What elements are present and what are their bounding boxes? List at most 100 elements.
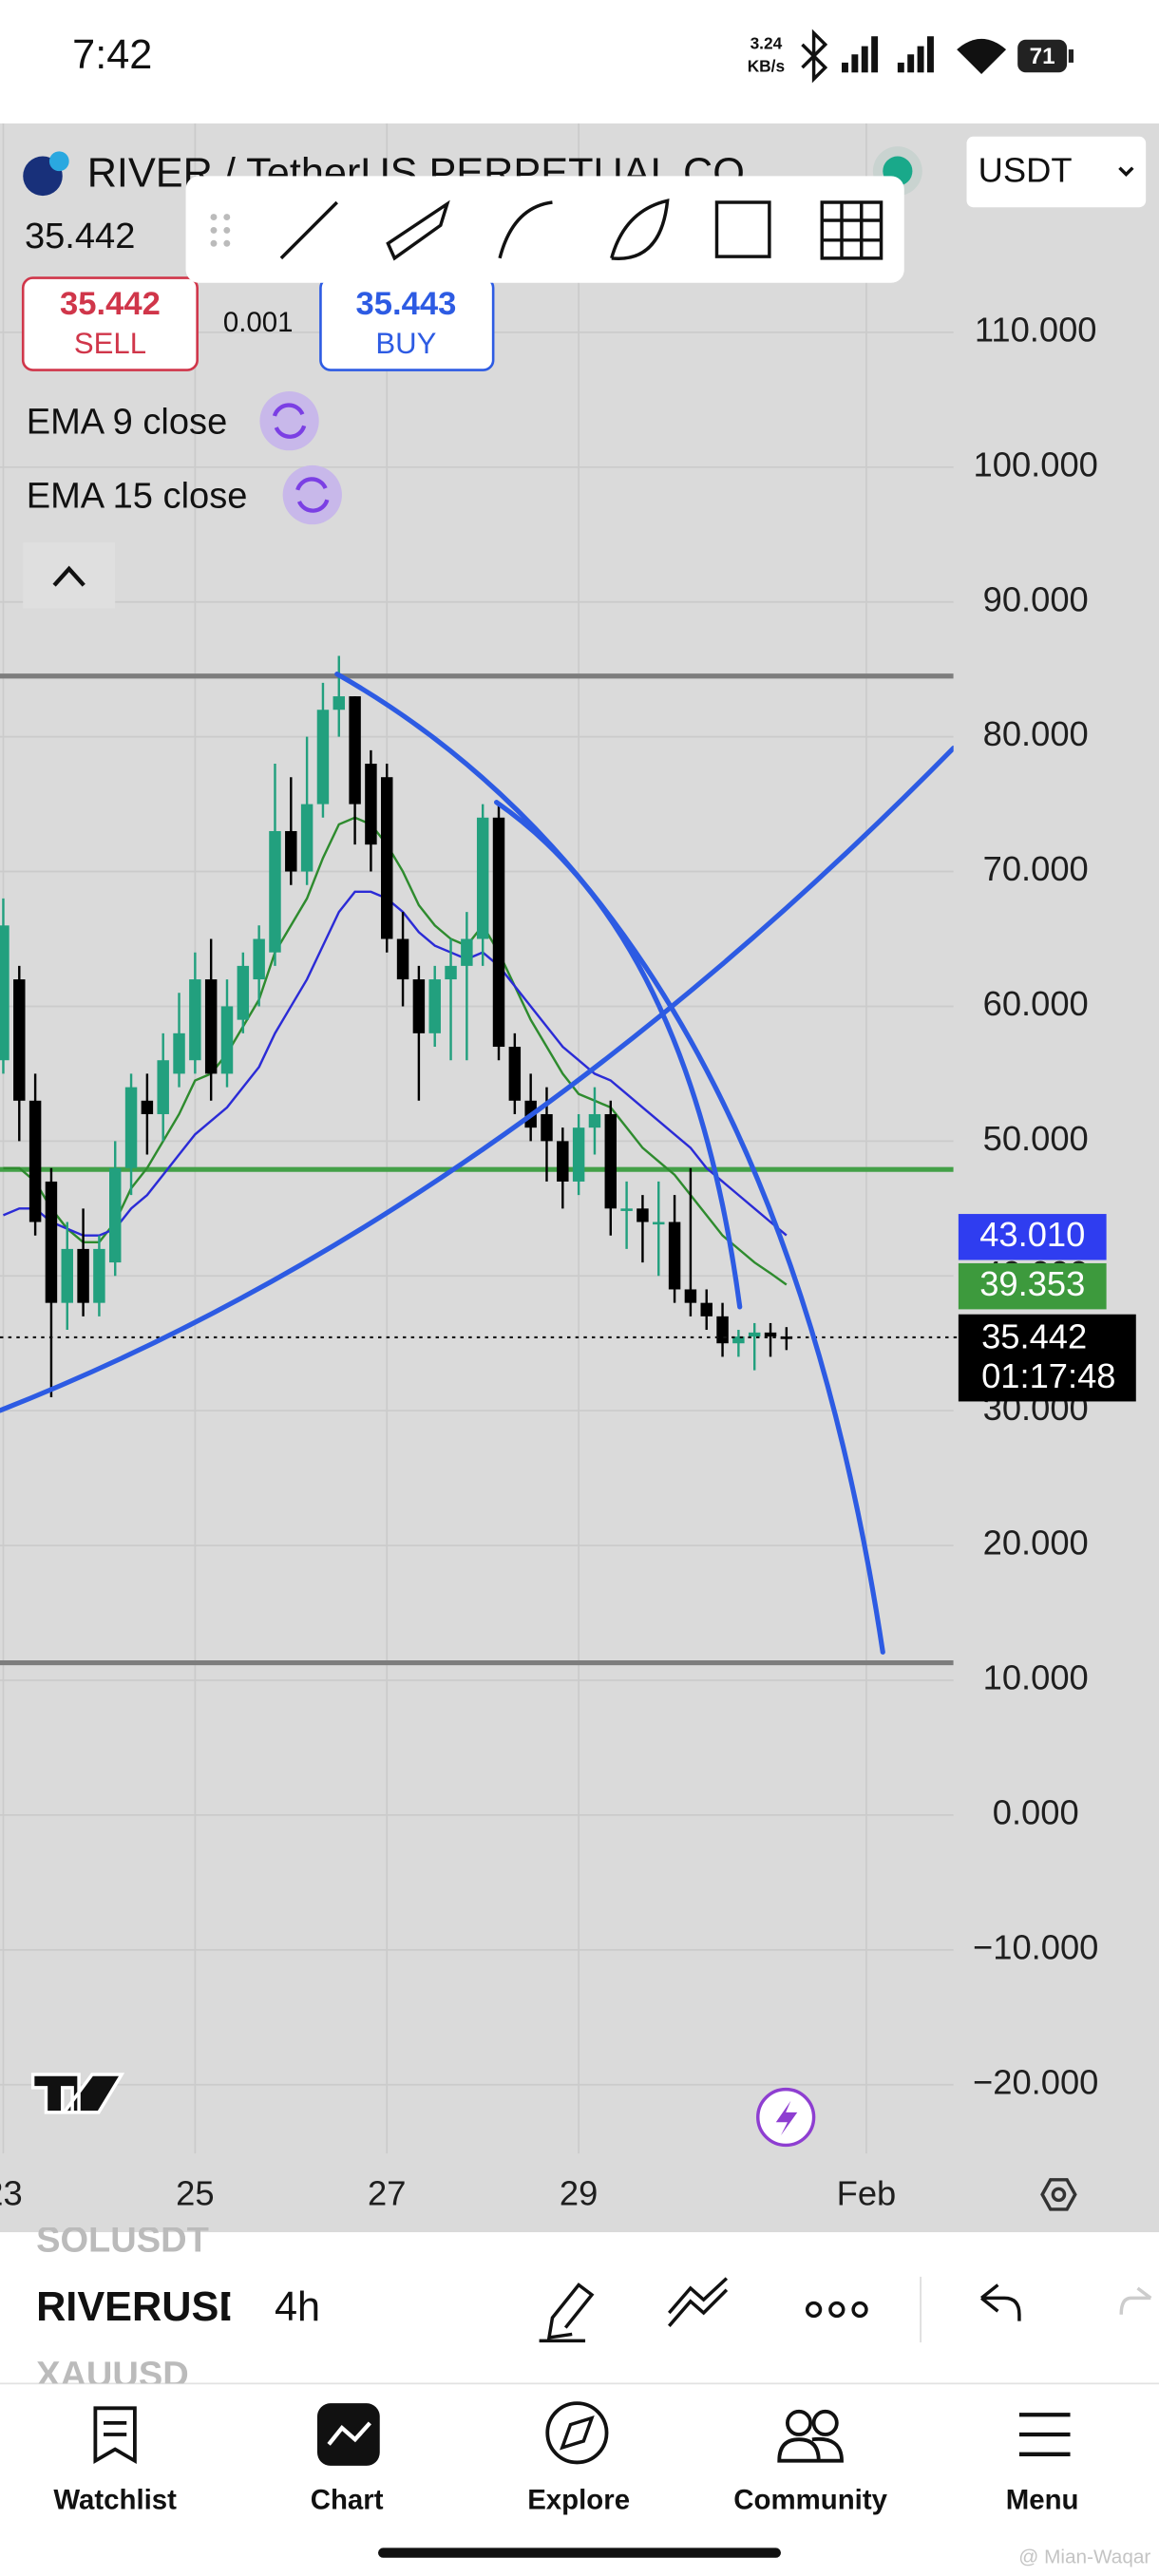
flash-icon [775, 2100, 798, 2136]
candle-body [253, 938, 265, 980]
candle-body [28, 1100, 42, 1222]
bluetooth-icon [801, 28, 828, 84]
y-tick-label: 70.000 [983, 849, 1089, 888]
signal-icon [842, 36, 879, 73]
sell-price: 35.442 [60, 286, 161, 322]
nav-label[interactable]: Explore [527, 2485, 630, 2516]
wifi-icon [957, 38, 1007, 75]
candle-body [764, 1332, 777, 1337]
indicators-button[interactable] [668, 2277, 729, 2327]
ema-line [3, 816, 788, 1286]
nav-label[interactable]: Menu [1006, 2485, 1079, 2516]
spread: 0.001 [223, 307, 294, 338]
nav-label[interactable]: Chart [311, 2485, 384, 2516]
net-unit: KB/s [748, 57, 785, 76]
candle-body [492, 817, 505, 1048]
curve-tool[interactable] [498, 200, 553, 259]
y-tick-label: −20.000 [973, 2062, 1098, 2101]
settings-hole [1051, 2187, 1067, 2203]
candle-body [300, 804, 314, 872]
currency: USDT [978, 150, 1073, 189]
y-tick-label: 20.000 [983, 1524, 1089, 1563]
chart-icon-line [327, 2421, 371, 2446]
indicator-toggle[interactable] [282, 464, 342, 525]
candle-body [316, 710, 330, 805]
collapse-button[interactable] [23, 542, 116, 609]
more-button[interactable] [805, 2301, 868, 2319]
drawn-arc[interactable] [494, 800, 743, 1310]
last-price-label: 35.442 [981, 1316, 1087, 1355]
candle-body [349, 696, 361, 805]
ema-line [2, 890, 788, 1237]
candle-body [604, 1113, 618, 1209]
ema-price-label: 43.010 [979, 1215, 1085, 1254]
y-tick-label: 100.000 [974, 445, 1098, 483]
candle-body [461, 938, 473, 966]
candle-body [13, 979, 26, 1101]
y-tick-label: 10.000 [983, 1658, 1089, 1697]
community-icon[interactable] [777, 2409, 844, 2463]
nav-label[interactable]: Community [733, 2485, 887, 2516]
watchlist-icon[interactable] [93, 2406, 137, 2465]
candle-body [636, 1208, 649, 1222]
y-tick-label: 110.000 [975, 310, 1097, 349]
chevron-up [52, 565, 86, 587]
menu-icon[interactable] [1018, 2413, 1071, 2456]
drawn-arc[interactable] [334, 672, 885, 1655]
indicator-label: EMA 15 close [27, 477, 248, 517]
explore-icon[interactable] [545, 2401, 609, 2465]
candle-body [237, 965, 250, 1020]
grid-tool[interactable] [820, 200, 884, 260]
candle-body [780, 1336, 793, 1339]
sell-button[interactable] [21, 276, 199, 371]
indicator-label: EMA 9 close [27, 403, 228, 443]
candle-body [476, 817, 489, 939]
draw-button[interactable] [539, 2282, 595, 2343]
symbol-item[interactable]: XAUUSD [36, 2356, 189, 2396]
ema-price-box [958, 1214, 1107, 1260]
interval[interactable]: 4h [275, 2284, 320, 2330]
currency-select[interactable] [966, 136, 1147, 208]
current-symbol[interactable]: RIVERUSDT [36, 2284, 274, 2330]
candle-body [220, 1006, 234, 1074]
tradingview-logo [30, 2073, 125, 2114]
ema-price-box [958, 1262, 1107, 1310]
arc-tool[interactable] [610, 199, 670, 260]
candle-body [61, 1248, 73, 1303]
dropdown-chevron [1118, 166, 1134, 178]
last-price: 35.442 [25, 217, 135, 256]
indicator-toggle[interactable] [259, 391, 319, 451]
undo-button[interactable] [980, 2283, 1021, 2321]
x-tick-label: 29 [560, 2174, 598, 2213]
last-price-box [958, 1314, 1136, 1402]
x-tick-label: 25 [176, 2174, 214, 2213]
battery-tip [1068, 49, 1074, 63]
signal-icon [897, 36, 934, 73]
x-tick-label: 23 [0, 2174, 23, 2213]
candle-body [189, 979, 201, 1061]
candle-body [396, 938, 409, 980]
candle-body [93, 1248, 105, 1303]
candle-body [428, 979, 441, 1033]
candle-body [588, 1113, 601, 1128]
symbol-item[interactable]: SOLUSDT [36, 2221, 209, 2261]
candle-body [445, 965, 457, 980]
candle-body [77, 1248, 89, 1303]
buy-label: BUY [375, 327, 436, 360]
candle-body [716, 1316, 729, 1344]
channel-tool[interactable] [386, 199, 450, 261]
rectangle-tool[interactable] [714, 200, 771, 258]
redo-button[interactable] [1119, 2286, 1152, 2315]
buy-price: 35.443 [356, 286, 457, 322]
sell-label: SELL [74, 327, 146, 360]
candle-body [173, 1032, 185, 1074]
settings-icon[interactable] [1040, 2178, 1077, 2211]
trend-line-tool[interactable] [279, 200, 338, 260]
nav-label[interactable]: Watchlist [53, 2485, 177, 2516]
candle-body [412, 979, 426, 1033]
drag-handle[interactable] [210, 214, 231, 247]
countdown: 01:17:48 [981, 1356, 1115, 1395]
drawn-curve[interactable] [0, 745, 954, 1413]
candle-body [204, 979, 218, 1074]
